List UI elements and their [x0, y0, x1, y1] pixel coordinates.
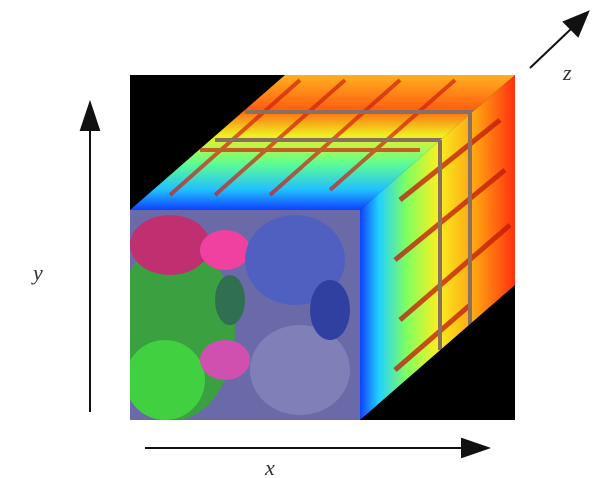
- region: [310, 280, 350, 340]
- page: y x z (() => { const data = JSON.parse(d…: [0, 0, 593, 478]
- y-arrowhead: [81, 103, 99, 130]
- x-arrowhead: [462, 439, 488, 457]
- z-label: z: [562, 60, 572, 85]
- region: [200, 340, 250, 380]
- y-label: y: [31, 260, 43, 285]
- hypercube-diagram: y x z: [0, 0, 593, 478]
- region: [130, 215, 210, 275]
- region: [200, 230, 250, 270]
- x-label: x: [264, 455, 275, 478]
- region: [215, 275, 245, 325]
- front-face: [115, 210, 360, 420]
- region: [125, 340, 205, 420]
